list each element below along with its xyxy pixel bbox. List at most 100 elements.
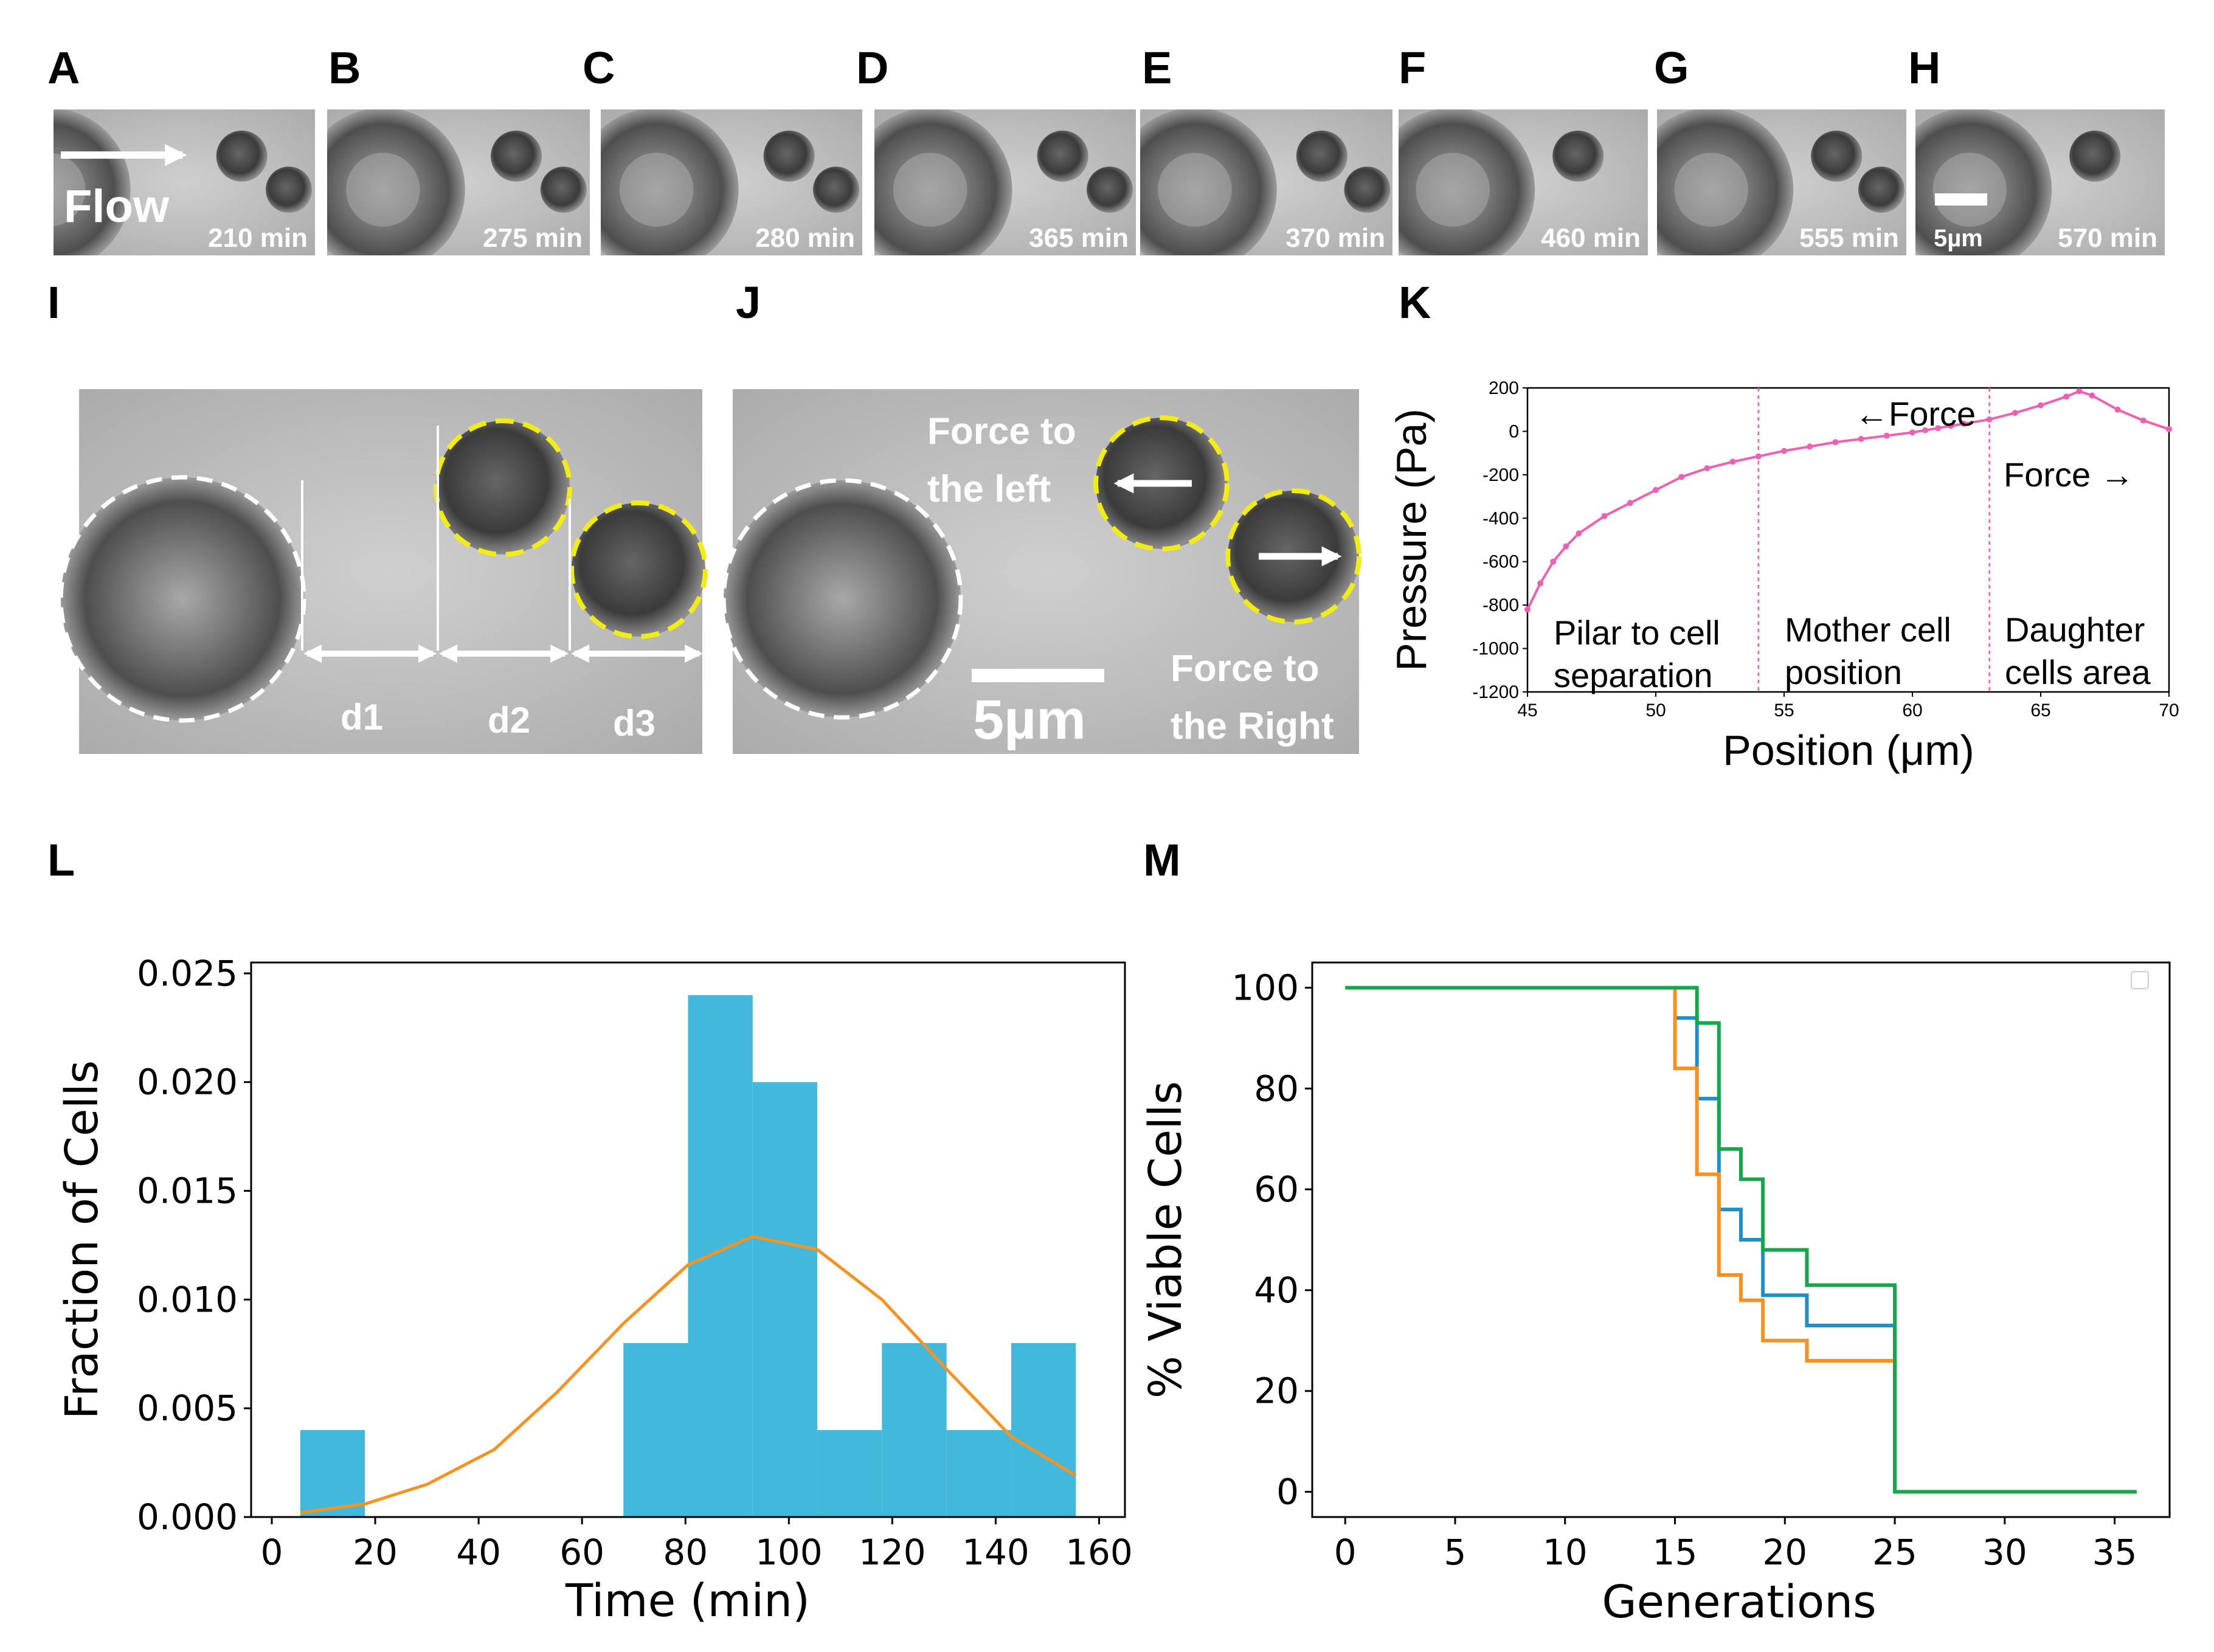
m-x-tick-label: 5 [1444, 1532, 1467, 1573]
m-x-tick-label: 15 [1653, 1532, 1698, 1573]
k-y-tick-label: -1200 [1472, 682, 1519, 702]
m-y-tick-label: 0 [1276, 1471, 1299, 1513]
survival-line-green [1345, 986, 2137, 1494]
mother-cell-outline [58, 475, 306, 723]
daughter-cell-outline-2 [569, 500, 708, 639]
timelapse-frame-e: 370 min [1140, 109, 1392, 255]
pressure-point [2114, 406, 2121, 413]
pressure-point [1729, 458, 1736, 465]
region-1-line-2: separation [1554, 656, 1713, 694]
histogram-bar [817, 1429, 882, 1517]
panel-label-g: G [1654, 43, 1689, 93]
l-x-tick-label: 120 [859, 1532, 926, 1573]
fit-curve [300, 1235, 1077, 1515]
pressure-point [1576, 530, 1582, 537]
timestamp-label: 365 min [1029, 223, 1129, 253]
timestamp-label: 275 min [483, 223, 583, 253]
l-x-tick-label: 140 [962, 1532, 1029, 1573]
l-x-tick-label: 100 [755, 1532, 823, 1573]
panel-label-d: D [856, 43, 888, 93]
k-x-tick-label: 45 [1517, 700, 1537, 721]
scale-bar-j [972, 669, 1104, 682]
d2-label: d2 [488, 700, 530, 741]
k-x-tick-label: 60 [1902, 700, 1922, 721]
pressure-point [2166, 426, 2172, 432]
pressure-point [2038, 402, 2044, 409]
k-x-tick-label: 65 [2030, 700, 2050, 721]
pressure-point [1960, 420, 1967, 427]
l-y-tick-label: 0.000 [137, 1496, 238, 1538]
m-y-tick-label: 100 [1231, 967, 1299, 1008]
m-x-axis-label: Generations [1602, 1576, 1876, 1628]
force-right-annotation: Force → [2004, 455, 2134, 494]
timelapse-frame-d: 365 min [874, 109, 1136, 255]
m-x-tick-label: 35 [2092, 1532, 2137, 1573]
force-left-text-1: Force to [927, 410, 1076, 452]
m-y-tick-label: 80 [1254, 1068, 1299, 1109]
histogram-bar [300, 1429, 365, 1517]
pressure-point [1704, 465, 1711, 472]
m-x-tick-label: 10 [1543, 1532, 1588, 1573]
scale-label-j: 5µm [973, 689, 1086, 751]
region-2-line-2: position [1785, 653, 1902, 691]
timelapse-frame-f: 460 min [1399, 109, 1648, 255]
k-y-tick-label: 0 [1509, 421, 1519, 441]
panel-label-c: C [583, 43, 615, 93]
pressure-point [2012, 410, 2018, 416]
l-x-tick-label: 160 [1065, 1532, 1133, 1573]
l-y-tick-label: 0.010 [137, 1279, 238, 1320]
panel-label-k: K [1399, 277, 1431, 328]
m-y-tick-label: 60 [1254, 1169, 1299, 1210]
mother-cell-outline-j [721, 478, 963, 720]
pressure-point [1781, 448, 1787, 454]
daughter-cell-left-j [1093, 415, 1230, 551]
m-y-tick-label: 40 [1254, 1270, 1299, 1311]
force-right-text-2: the Right [1171, 705, 1334, 747]
k-x-tick-label: 55 [1774, 700, 1794, 721]
l-x-tick-label: 0 [261, 1532, 283, 1573]
l-x-tick-label: 20 [353, 1532, 398, 1573]
histogram-bar [946, 1429, 1011, 1517]
histogram-bar [882, 1343, 947, 1517]
histogram-bar [688, 995, 753, 1517]
l-x-tick-label: 40 [456, 1532, 501, 1573]
pressure-point [2076, 388, 2083, 395]
panel-label-j: J [736, 277, 761, 328]
l-plot-frame [250, 961, 1126, 1518]
l-x-tick-label: 60 [559, 1532, 604, 1573]
l-x-tick-label: 80 [663, 1532, 708, 1573]
panel-j-image: Force to the left Force to the Right 5µm [721, 389, 1361, 754]
timelapse-frame-a: 210 min [54, 109, 315, 255]
m-y-tick-label: 20 [1254, 1370, 1299, 1412]
panel-label-i: I [47, 277, 60, 328]
pressure-point [2089, 392, 2095, 399]
timelapse-frame-h: 570 min [1915, 109, 2165, 255]
pressure-point [1858, 435, 1864, 442]
pressure-point [2063, 393, 2070, 400]
timestamp-label: 370 min [1285, 223, 1385, 253]
panel-i-image: d1 d2 d3 [58, 389, 708, 754]
d3-label: d3 [613, 703, 656, 744]
pressure-point [1922, 427, 1929, 434]
histogram-bar [623, 1343, 688, 1517]
pressure-point [1601, 513, 1608, 519]
k-x-tick-label: 50 [1645, 700, 1666, 721]
timestamp-label: 280 min [755, 223, 855, 253]
survival-chart: 0 5 10 15 20 25 30 35 0 20 40 60 80 100 Generations %… [1140, 961, 2171, 1628]
survival-line-blue [1345, 986, 2137, 1494]
pressure-point [1807, 443, 1813, 450]
timestamp-label: 555 min [1799, 223, 1899, 253]
l-y-tick-label: 0.020 [137, 1062, 238, 1103]
scale-bar-h [1935, 193, 1987, 206]
timelapse-frame-g: 555 min [1657, 109, 1906, 255]
panel-label-m: M [1143, 835, 1181, 885]
k-y-axis-label: Pressure (Pa) [1388, 409, 1435, 671]
timelapse-frame-c: 280 min [601, 109, 862, 255]
panel-label-l: L [47, 835, 75, 885]
k-y-tick-label: -200 [1482, 465, 1519, 485]
pressure-point [1948, 423, 1954, 429]
m-x-tick-label: 25 [1872, 1532, 1917, 1573]
region-2-line-1: Mother cell [1785, 610, 1951, 649]
timelapse-frame-b: 275 min [327, 109, 590, 255]
m-x-tick-label: 20 [1762, 1532, 1807, 1573]
